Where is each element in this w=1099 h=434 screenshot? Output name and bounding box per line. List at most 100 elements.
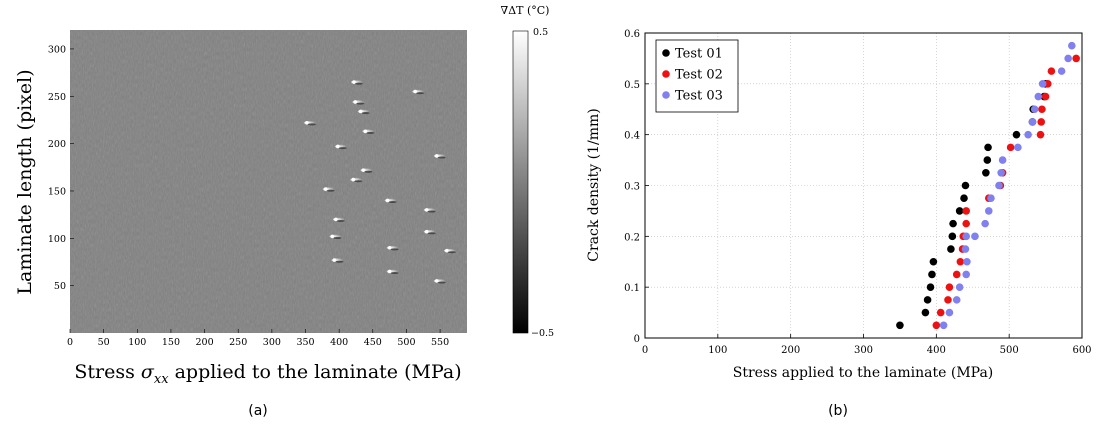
y-tick-label: 0.4 [624, 131, 640, 142]
heatmap-x-tick-label: 300 [263, 337, 281, 348]
data-point [1038, 80, 1047, 88]
heatmap-x-tick-label: 200 [196, 337, 214, 348]
data-point [1038, 105, 1046, 114]
data-point [955, 207, 964, 215]
crack-signature [322, 187, 335, 192]
crack-signature [331, 258, 344, 263]
data-point [948, 232, 957, 241]
y-tick-label: 0.6 [624, 29, 640, 40]
crack-signature [433, 154, 446, 159]
colorbar-max-label: 0.5 [533, 27, 548, 38]
y-tick-label: 0.1 [624, 283, 640, 294]
crack-signature [303, 120, 316, 126]
crack-signature [352, 100, 365, 105]
legend-label: Test 01 [675, 47, 723, 62]
data-point [984, 207, 993, 215]
y-tick-label: 0 [634, 334, 640, 345]
data-point [1028, 118, 1037, 126]
crack-signature [386, 245, 399, 251]
data-point [896, 321, 904, 330]
heatmap-x-tick-label: 550 [431, 337, 449, 348]
data-point [939, 321, 948, 330]
y-tick-label: 0.3 [624, 182, 640, 193]
data-point [963, 257, 971, 266]
heatmap-x-tick-label: 450 [364, 337, 382, 348]
legend-label: Test 02 [675, 68, 723, 83]
data-point [945, 283, 954, 291]
heatmap-y-axis-title: Laminate length (pixel) [14, 69, 36, 294]
data-point [952, 270, 961, 279]
heatmap-y-tick-label: 250 [48, 92, 66, 103]
crack-signature [423, 208, 436, 213]
x-tick-label: 100 [708, 345, 727, 356]
data-point [981, 219, 989, 228]
crack-signature [384, 198, 397, 204]
data-point [1012, 130, 1021, 139]
crack-signature [386, 269, 399, 275]
heatmap-x-axis-title: Stress σxx applied to the laminate (MPa) [74, 361, 461, 387]
y-axis-title: Crack density (1/mm) [586, 108, 602, 262]
data-point [1057, 67, 1066, 75]
data-point [921, 308, 930, 317]
colorbar [512, 30, 529, 334]
colorbar-title: ∇ΔT (°C) [501, 4, 550, 17]
data-point [929, 257, 938, 266]
crack-signature [334, 144, 347, 150]
y-ticks: 0 0.1 0.2 0.3 0.4 0.5 0.6 [624, 29, 649, 345]
heatmap-x-tick-label: 150 [162, 337, 180, 348]
data-point [995, 181, 1003, 190]
heatmap-x-tick-label: 50 [98, 337, 110, 348]
x-ticks: 0 100 200 300 400 500 600 [642, 334, 1092, 356]
heatmap-x-tick-label: 250 [229, 337, 247, 348]
data-point [960, 194, 968, 203]
heatmap-x-tick-label: 100 [128, 337, 146, 348]
data-point [1030, 105, 1039, 114]
series-test-03 [939, 41, 1076, 330]
heatmap-y-tick-label: 100 [48, 234, 66, 245]
y-tick-label: 0.2 [624, 232, 640, 243]
heatmap-x-tick-label: 0 [67, 337, 73, 348]
data-point [947, 245, 955, 253]
data-points [896, 41, 1080, 330]
data-point [1037, 118, 1046, 126]
data-point [956, 257, 965, 266]
data-point [962, 270, 970, 279]
data-point [962, 232, 970, 241]
crack-signature [332, 217, 345, 222]
data-point [923, 296, 932, 304]
series-test-01 [896, 80, 1050, 330]
heatmap-y-tick-label: 200 [48, 139, 66, 150]
data-point [1006, 143, 1015, 152]
crack-signature [350, 80, 363, 85]
data-point [961, 245, 970, 253]
x-axis-title: Stress applied to the laminate (MPa) [733, 365, 994, 381]
data-point [926, 283, 935, 291]
data-point [944, 296, 952, 304]
x-tick-label: 400 [927, 345, 946, 356]
data-point [1064, 54, 1072, 63]
x-tick-label: 500 [1000, 345, 1019, 356]
data-point [982, 168, 990, 177]
data-point [1072, 54, 1080, 63]
y-tick-label: 0.5 [624, 80, 640, 91]
data-point [1068, 41, 1076, 50]
x-tick-label: 300 [854, 345, 873, 356]
crack-signatures [303, 80, 456, 284]
data-point [945, 308, 954, 317]
legend-label: Test 03 [675, 89, 723, 104]
data-point [1041, 92, 1050, 101]
heatmap-y-ticks: 50 100 150 200 250 300 [48, 44, 74, 292]
caption-b: (b) [828, 403, 848, 419]
heatmap-y-tick-label: 50 [54, 281, 66, 292]
heatmap-y-tick-label: 150 [48, 186, 66, 197]
heatmap-x-tick-label: 350 [296, 337, 314, 348]
crack-signature [443, 248, 456, 254]
data-point [952, 296, 961, 304]
crack-signature [362, 129, 375, 134]
data-point [998, 156, 1007, 164]
data-point [961, 181, 970, 190]
data-point [987, 194, 995, 203]
data-point [997, 168, 1005, 177]
heatmap-x-tick-label: 500 [397, 337, 415, 348]
data-point [955, 283, 964, 291]
